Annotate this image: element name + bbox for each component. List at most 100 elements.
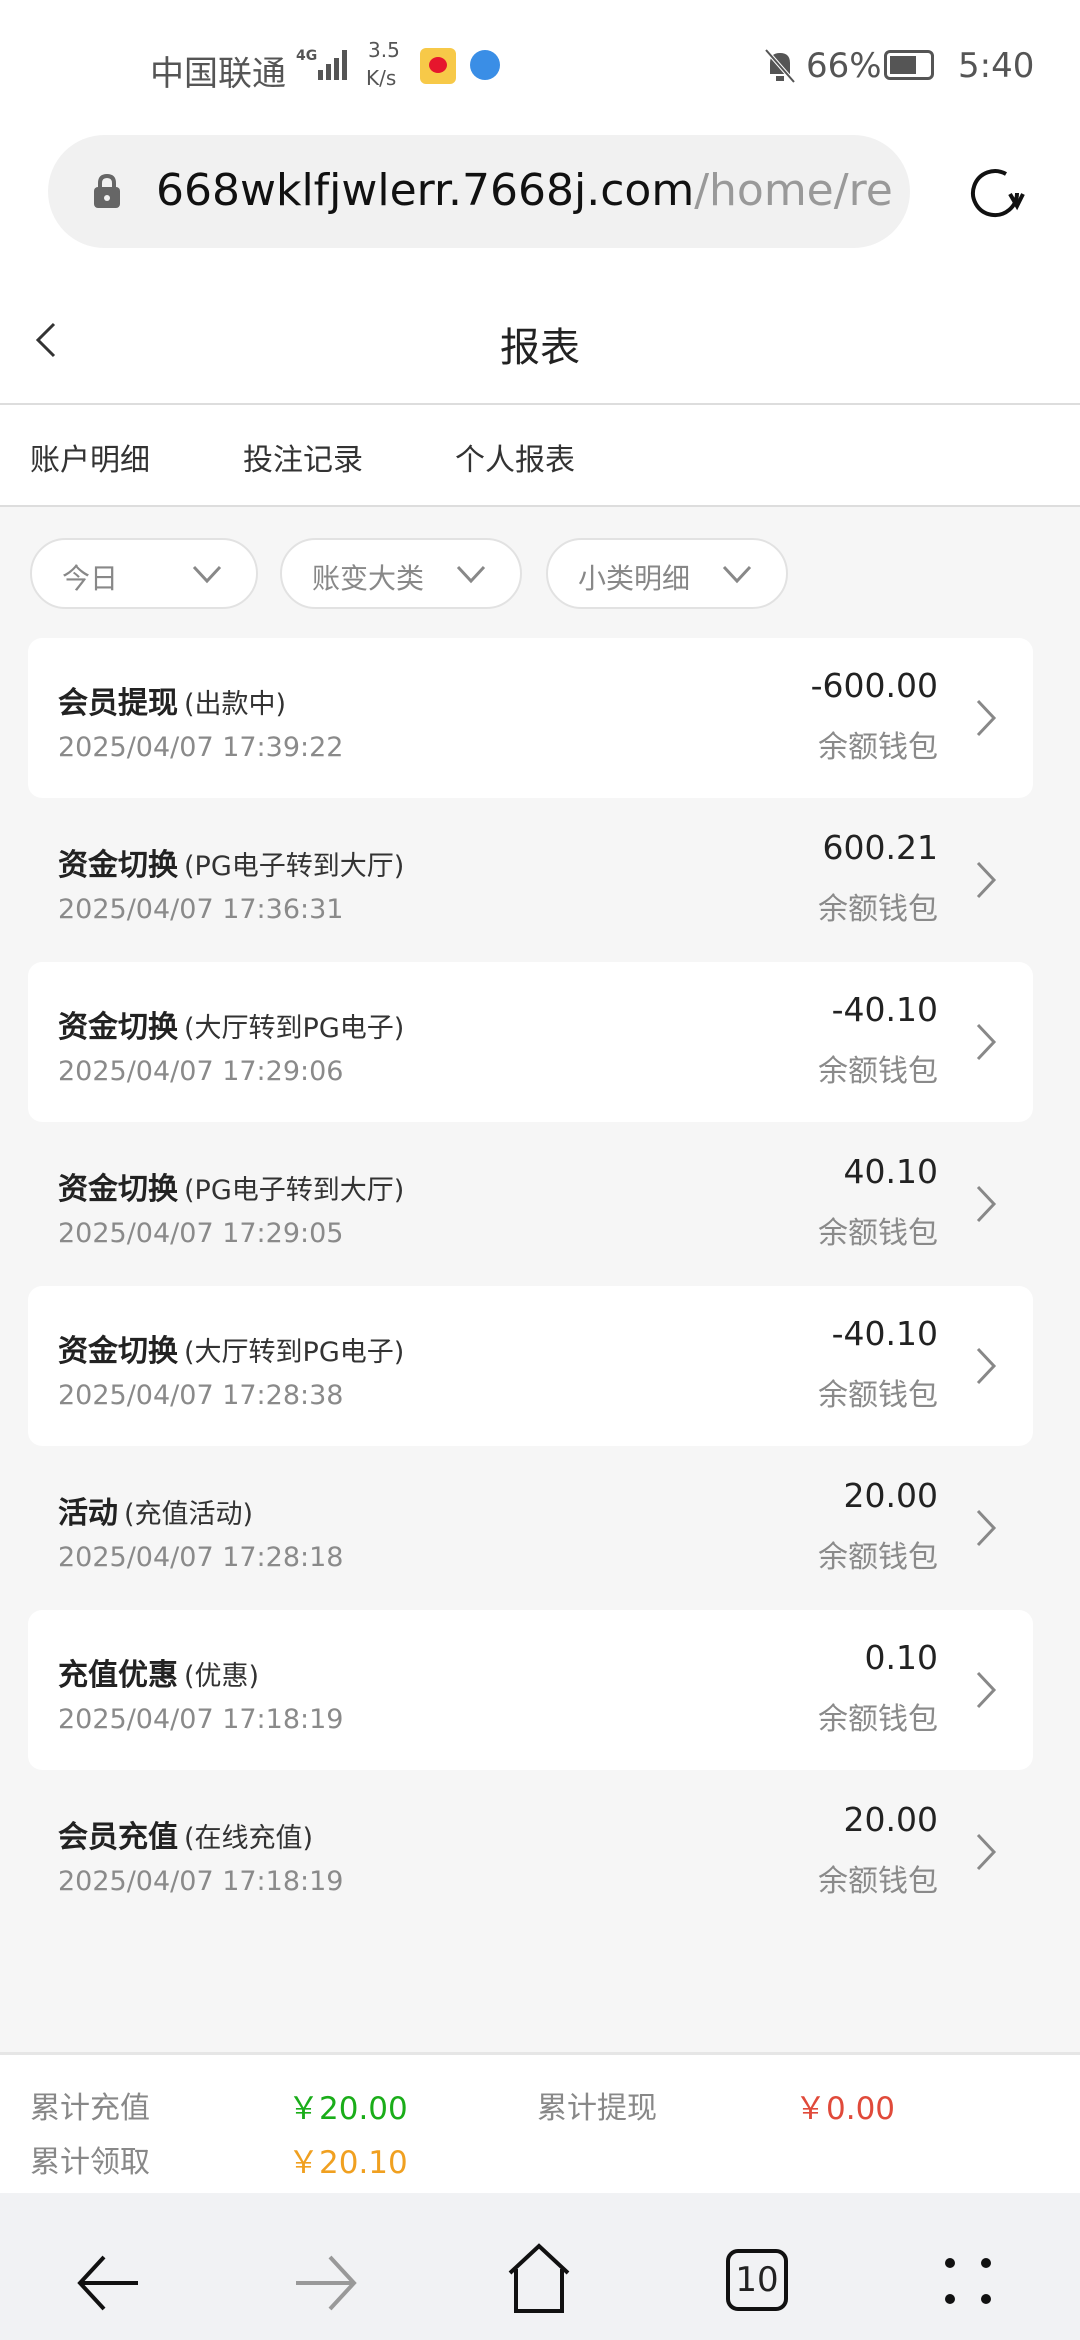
browser-app-icon (470, 50, 500, 80)
page-title: 报表 (500, 325, 580, 371)
url-text[interactable]: 668wklfjwlerr.7668j.com/home/rep (156, 165, 891, 216)
record-name: 活动 (充值活动) (58, 1496, 254, 1531)
total-withdraw-label: 累计提现 (537, 2091, 657, 2126)
record-time: 2025/04/07 17:29:05 (58, 1218, 344, 1249)
record-subtype: (大厅转到PG电子) (184, 1013, 405, 1044)
record-wallet: 余额钱包 (818, 892, 938, 927)
clock: 5:40 (958, 46, 1035, 86)
record-subtype: (PG电子转到大厅) (184, 851, 405, 882)
record-name: 资金切换 (大厅转到PG电子) (58, 1010, 405, 1045)
record-row[interactable]: 会员充值 (在线充值) 2025/04/07 17:18:19 20.00 余额钱… (28, 1772, 1033, 1932)
filter-label: 今日 (62, 562, 119, 595)
record-subtype: (优惠) (184, 1661, 260, 1692)
record-row[interactable]: 会员提现 (出款中) 2025/04/07 17:39:22 -600.00 余额… (28, 638, 1033, 798)
menu-dots-icon[interactable] (944, 2255, 994, 2309)
total-withdraw-value: ￥0.00 (795, 2091, 896, 2127)
record-amount: -40.10 (831, 990, 938, 1029)
record-amount: -40.10 (831, 1314, 938, 1353)
record-amount: 40.10 (843, 1152, 938, 1191)
nav-back-icon[interactable] (76, 2253, 142, 2313)
total-claim-value: ￥20.10 (288, 2145, 408, 2181)
chevron-down-icon (456, 565, 486, 584)
browser-toolbar: 668wklfjwlerr.7668j.com/home/rep (0, 120, 1080, 275)
reload-icon[interactable] (962, 160, 1028, 226)
tab-bar: 账户明细 投注记录 个人报表 (0, 405, 1080, 507)
filter-label: 小类明细 (578, 562, 691, 595)
chevron-right-icon (976, 1347, 997, 1385)
mute-bell-icon (764, 48, 796, 84)
chevron-right-icon (976, 1833, 997, 1871)
record-time: 2025/04/07 17:28:38 (58, 1380, 344, 1411)
record-time: 2025/04/07 17:18:19 (58, 1866, 344, 1897)
home-icon[interactable] (506, 2243, 572, 2315)
record-name: 充值优惠 (优惠) (58, 1658, 260, 1693)
record-name: 会员充值 (在线充值) (58, 1820, 314, 1855)
record-wallet: 余额钱包 (818, 1540, 938, 1575)
chevron-right-icon (976, 1671, 997, 1709)
total-recharge-label: 累计充值 (30, 2091, 150, 2126)
battery-icon (884, 50, 934, 80)
network-type: 4G (296, 48, 318, 64)
record-subtype: (充值活动) (124, 1499, 254, 1530)
record-time: 2025/04/07 17:36:31 (58, 894, 344, 925)
chevron-right-icon (976, 699, 997, 737)
record-row[interactable]: 资金切换 (PG电子转到大厅) 2025/04/07 17:36:31 600.2… (28, 800, 1033, 960)
record-amount: 20.00 (843, 1800, 938, 1839)
back-icon[interactable] (30, 320, 60, 360)
tab-account-detail[interactable]: 账户明细 (30, 443, 150, 478)
category-filter[interactable]: 账变大类 (280, 538, 522, 609)
date-filter[interactable]: 今日 (30, 538, 258, 609)
status-bar: 中国联通 4G 3.5 K/s 66% 5:40 (0, 0, 1080, 120)
record-wallet: 余额钱包 (818, 1864, 938, 1899)
record-subtype: (在线充值) (184, 1823, 314, 1854)
lock-icon (94, 173, 120, 208)
record-subtype: (大厅转到PG电子) (184, 1337, 405, 1368)
nav-forward-icon[interactable] (292, 2253, 358, 2313)
browser-nav-bar: 10 (0, 2193, 1080, 2340)
record-name: 资金切换 (大厅转到PG电子) (58, 1334, 405, 1369)
record-wallet: 余额钱包 (818, 1054, 938, 1089)
record-row[interactable]: 资金切换 (PG电子转到大厅) 2025/04/07 17:29:05 40.10… (28, 1124, 1033, 1284)
record-time: 2025/04/07 17:39:22 (58, 732, 344, 763)
record-subtype: (出款中) (184, 689, 287, 720)
net-speed: 3.5 (368, 38, 400, 62)
record-time: 2025/04/07 17:18:19 (58, 1704, 344, 1735)
chevron-right-icon (976, 861, 997, 899)
total-claim-label: 累计领取 (30, 2145, 150, 2180)
page-header: 报表 (0, 275, 1080, 405)
record-row[interactable]: 充值优惠 (优惠) 2025/04/07 17:18:19 0.10 余额钱包 (28, 1610, 1033, 1770)
tabs-count-button[interactable]: 10 (726, 2249, 788, 2311)
record-row[interactable]: 活动 (充值活动) 2025/04/07 17:28:18 20.00 余额钱包 (28, 1448, 1033, 1608)
tab-bet-records[interactable]: 投注记录 (243, 443, 363, 478)
record-wallet: 余额钱包 (818, 1216, 938, 1251)
record-amount: 0.10 (864, 1638, 938, 1677)
record-amount: -600.00 (810, 666, 938, 705)
subcategory-filter[interactable]: 小类明细 (546, 538, 788, 609)
net-speed-unit: K/s (366, 66, 397, 90)
record-time: 2025/04/07 17:28:18 (58, 1542, 344, 1573)
record-row[interactable]: 资金切换 (大厅转到PG电子) 2025/04/07 17:28:38 -40.1… (28, 1286, 1033, 1446)
battery-percent: 66% (806, 46, 882, 86)
chevron-right-icon (976, 1023, 997, 1061)
chevron-down-icon (722, 565, 752, 584)
record-row[interactable]: 资金切换 (大厅转到PG电子) 2025/04/07 17:29:06 -40.1… (28, 962, 1033, 1122)
address-bar[interactable]: 668wklfjwlerr.7668j.com/home/rep (48, 135, 910, 248)
chevron-right-icon (976, 1185, 997, 1223)
record-subtype: (PG电子转到大厅) (184, 1175, 405, 1206)
record-name: 资金切换 (PG电子转到大厅) (58, 848, 405, 883)
record-name: 会员提现 (出款中) (58, 686, 287, 721)
record-amount: 600.21 (822, 828, 938, 867)
record-name: 资金切换 (PG电子转到大厅) (58, 1172, 405, 1207)
chevron-right-icon (976, 1509, 997, 1547)
carrier: 中国联通 (150, 54, 286, 94)
filter-label: 账变大类 (312, 562, 425, 595)
summary-footer: 累计充值 ￥20.00 累计提现 ￥0.00 累计领取 ￥20.10 (0, 2052, 1080, 2193)
chevron-down-icon (192, 565, 222, 584)
weibo-icon (420, 48, 456, 84)
record-amount: 20.00 (843, 1476, 938, 1515)
tab-personal-report[interactable]: 个人报表 (455, 443, 575, 478)
record-wallet: 余额钱包 (818, 1378, 938, 1413)
total-recharge-value: ￥20.00 (288, 2091, 408, 2127)
signal-icon (318, 50, 347, 80)
record-wallet: 余额钱包 (818, 730, 938, 765)
